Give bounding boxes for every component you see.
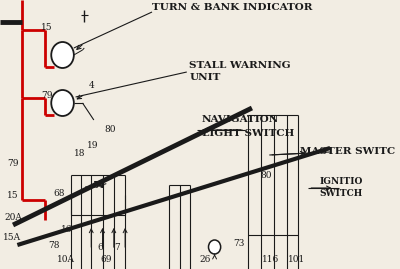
Text: SWITCH: SWITCH	[320, 189, 363, 199]
Text: 7: 7	[115, 243, 120, 253]
Text: 68: 68	[54, 189, 65, 197]
Circle shape	[51, 90, 74, 116]
Text: NAVIGATION: NAVIGATION	[202, 115, 279, 125]
Circle shape	[208, 240, 221, 254]
Text: MASTER SWITC: MASTER SWITC	[300, 147, 395, 155]
Text: 79: 79	[7, 158, 18, 168]
Text: TURN & BANK INDICATOR: TURN & BANK INDICATOR	[152, 3, 312, 12]
Text: 15A: 15A	[3, 233, 21, 242]
Text: UNIT: UNIT	[189, 73, 221, 83]
Text: 15: 15	[7, 190, 18, 200]
Text: STALL WARNING: STALL WARNING	[189, 61, 291, 69]
Text: 116: 116	[262, 254, 279, 264]
Text: 26: 26	[200, 254, 211, 264]
Text: 80: 80	[261, 171, 272, 179]
Text: 79: 79	[41, 90, 52, 100]
Text: 73: 73	[233, 239, 244, 247]
Text: 6: 6	[97, 243, 103, 253]
Text: 18: 18	[74, 148, 85, 158]
Text: 69: 69	[101, 254, 112, 264]
Text: LIGHT SWITCH: LIGHT SWITCH	[202, 129, 294, 137]
Text: 78: 78	[48, 242, 59, 250]
Text: 16: 16	[61, 225, 72, 235]
Text: 20A: 20A	[4, 214, 22, 222]
Circle shape	[51, 42, 74, 68]
Text: IGNITIO: IGNITIO	[320, 178, 363, 186]
Text: 80: 80	[104, 126, 116, 134]
Text: 101: 101	[288, 254, 306, 264]
Text: 4: 4	[89, 82, 94, 90]
Text: 19: 19	[87, 140, 98, 150]
Text: 15: 15	[41, 23, 52, 31]
Text: 10A: 10A	[56, 254, 74, 264]
Text: 54: 54	[92, 180, 104, 189]
